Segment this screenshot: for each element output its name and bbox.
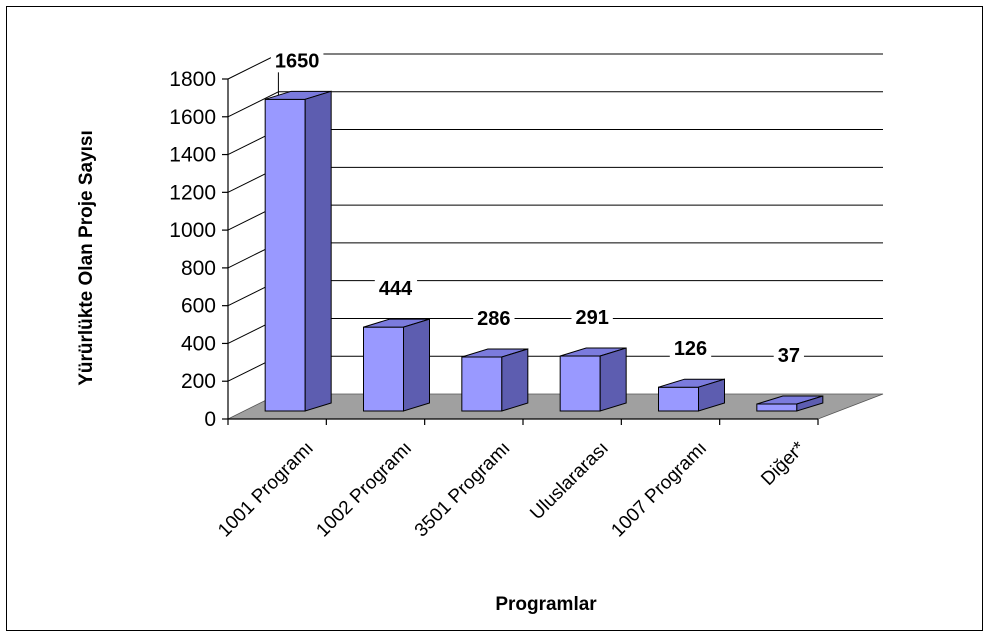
bar (461, 348, 529, 412)
bar (756, 395, 824, 412)
y-tick-label: 400 (181, 332, 216, 355)
y-axis-title: Yürürlükte Olan Proje Sayısı (76, 130, 97, 386)
x-category-label: Diğer* (757, 437, 810, 490)
y-tick-label: 1800 (169, 68, 216, 91)
x-category-label: Uluslararası (526, 438, 613, 525)
gridline (227, 53, 279, 80)
data-label: 286 (477, 308, 510, 330)
bar-front (559, 355, 601, 412)
x-category-label: 1002 Programı (312, 438, 416, 542)
y-tick-label: 0 (204, 408, 216, 431)
bars (264, 90, 824, 412)
bar (559, 347, 627, 412)
data-label-bg (270, 50, 324, 73)
bar (264, 90, 332, 412)
data-label: 37 (778, 345, 800, 367)
x-category-label: 1001 Programı (214, 438, 318, 542)
bar-side (796, 395, 824, 412)
bar-side (403, 318, 430, 412)
bar-front (756, 403, 798, 412)
data-label: 291 (575, 307, 608, 329)
bar-side (698, 378, 725, 412)
bar-front (461, 356, 503, 412)
bar-side (599, 347, 627, 412)
data-label-bg (773, 345, 804, 367)
data-label-bg (473, 307, 515, 330)
data-label: 126 (674, 338, 707, 360)
y-tick-label: 1400 (169, 144, 216, 167)
data-label: 444 (379, 278, 413, 300)
x-category-label: 1007 Programı (607, 438, 711, 542)
data-label-bg (374, 278, 418, 301)
bar-front (264, 98, 306, 412)
data-label-bg (669, 338, 712, 361)
x-category-label: 3501 Programı (411, 438, 515, 542)
bar (363, 318, 430, 412)
y-tick-label: 1000 (169, 219, 216, 242)
data-label: 1650 (275, 50, 320, 72)
bar-front (658, 386, 699, 412)
bar-side (304, 90, 332, 412)
y-tick-label: 600 (181, 295, 216, 318)
bar (658, 378, 725, 412)
data-labels: 1650 444 286 291 126 37 (270, 50, 804, 367)
gridline (227, 91, 279, 118)
data-label-bg (571, 307, 613, 330)
y-tick-label: 800 (181, 257, 216, 280)
bar-side (501, 348, 529, 412)
bar-front (363, 326, 404, 412)
y-tick-label: 1600 (169, 106, 216, 129)
x-axis-title: Programlar (495, 594, 597, 615)
y-tick-label: 1200 (169, 181, 216, 204)
y-tick-label: 200 (181, 370, 216, 393)
